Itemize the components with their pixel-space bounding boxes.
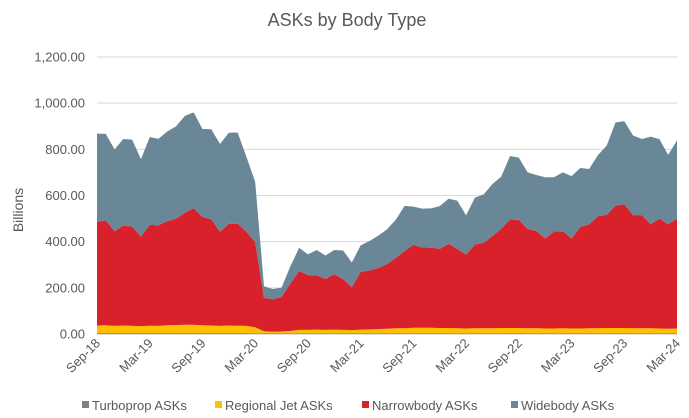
legend-label: Turboprop ASKs — [92, 398, 187, 413]
y-tick-label: 200.00 — [45, 280, 85, 295]
x-tick-label: Mar-20 — [222, 336, 262, 376]
y-tick-label: 1,200.00 — [34, 50, 85, 65]
legend-swatch — [362, 401, 369, 408]
chart-title: ASKs by Body Type — [268, 10, 427, 30]
x-tick-label: Mar-19 — [116, 336, 156, 376]
y-tick-label: 600.00 — [45, 188, 85, 203]
legend-label: Narrowbody ASKs — [372, 398, 478, 413]
plot-area — [97, 112, 677, 334]
legend-label: Widebody ASKs — [521, 398, 615, 413]
y-tick-label: 400.00 — [45, 234, 85, 249]
x-tick-label: Mar-22 — [432, 336, 472, 376]
legend-swatch — [82, 401, 89, 408]
x-tick-label: Sep-22 — [485, 336, 525, 376]
y-axis-title: Billions — [10, 188, 26, 232]
x-tick-label: Sep-21 — [379, 336, 419, 376]
y-axis-ticks: 0.00 200.00 400.00 600.00 800.00 1,000.00 1,20… — [34, 50, 85, 342]
x-tick-label: Sep-18 — [63, 336, 103, 376]
x-tick-label: Sep-23 — [590, 336, 630, 376]
legend-label: Regional Jet ASKs — [225, 398, 333, 413]
y-tick-label: 0.00 — [60, 327, 85, 342]
x-tick-label: Mar-21 — [327, 336, 367, 376]
x-axis-ticks: Sep-18 Mar-19 Sep-19 Mar-20 Sep-20 Mar-21 Sep-… — [63, 336, 683, 376]
x-tick-label: Mar-24 — [643, 336, 683, 376]
x-tick-label: Mar-23 — [538, 336, 578, 376]
area-series-2 — [97, 204, 677, 332]
legend-swatch — [511, 401, 518, 408]
y-tick-label: 1,000.00 — [34, 96, 85, 111]
y-tick-label: 800.00 — [45, 142, 85, 157]
area-series-3 — [97, 112, 677, 300]
legend: Turboprop ASKs Regional Jet ASKs Narrowbod… — [82, 398, 615, 413]
legend-swatch — [215, 401, 222, 408]
x-tick-label: Sep-20 — [274, 336, 314, 376]
area-series-1 — [97, 324, 677, 334]
x-tick-label: Sep-19 — [168, 336, 208, 376]
